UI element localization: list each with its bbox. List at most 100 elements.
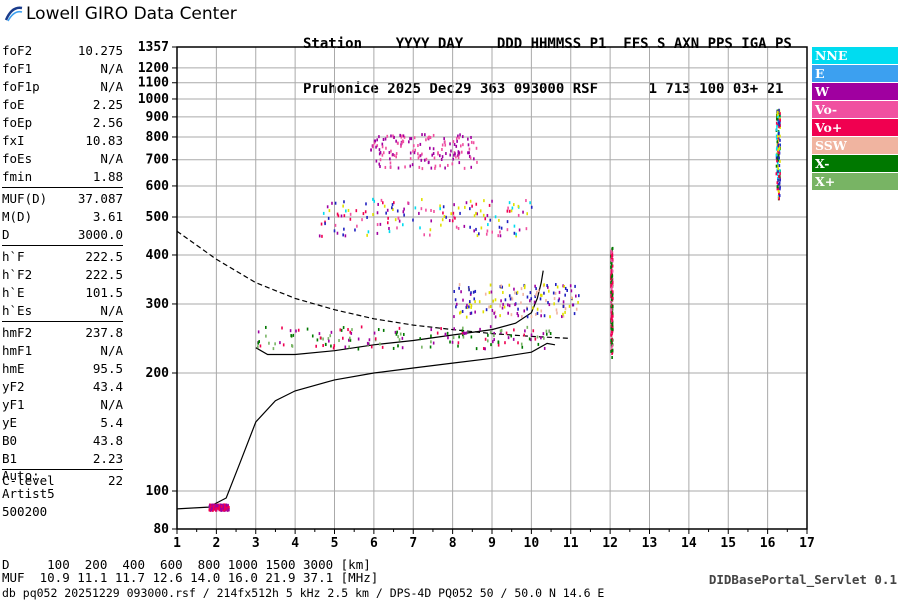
echo-point (532, 329, 535, 333)
echo-point (611, 327, 614, 331)
echo-point (543, 291, 545, 295)
echo-point (512, 203, 515, 207)
echo-point (375, 145, 377, 149)
echo-point (777, 170, 779, 174)
echo-point (553, 302, 555, 306)
echo-point (501, 285, 504, 289)
echo-point (473, 157, 475, 161)
echo-point (610, 269, 613, 273)
echo-point (778, 156, 780, 160)
echo-point (504, 298, 507, 302)
echo-point (386, 208, 389, 212)
echo-point (418, 211, 420, 215)
echo-point (511, 206, 514, 210)
echo-point (776, 113, 779, 117)
echo-point (354, 228, 356, 232)
echo-point (776, 155, 779, 159)
echo-point (409, 137, 411, 141)
param-label: C-level (2, 473, 55, 488)
echo-point (469, 156, 472, 160)
echo-point (440, 157, 443, 161)
echo-point (610, 285, 612, 289)
echo-point (444, 143, 447, 147)
echo-point (508, 283, 511, 287)
echo-point (434, 166, 436, 170)
echo-point (461, 328, 464, 332)
echo-point (432, 341, 435, 345)
echo-point (465, 201, 468, 205)
echo-point (412, 144, 415, 148)
echo-point (468, 288, 470, 292)
echo-point (402, 332, 405, 336)
echo-point (529, 291, 532, 295)
x-tick-label: 16 (760, 536, 776, 551)
echo-point (610, 259, 613, 263)
echo-point (779, 143, 781, 147)
echo-point (368, 338, 371, 342)
echo-point (384, 165, 387, 169)
echo-point (470, 291, 472, 295)
echo-point (306, 327, 309, 331)
echo-point (292, 333, 295, 337)
param-label: h`F2 (2, 267, 33, 282)
echo-point (347, 328, 349, 332)
echo-point (779, 125, 781, 129)
echo-point (421, 345, 423, 349)
echo-point (553, 297, 556, 301)
echo-point (507, 303, 509, 307)
echo-point (457, 341, 460, 345)
x-tick-label: 13 (642, 536, 658, 551)
echo-point (777, 131, 780, 135)
echo-point (501, 306, 504, 310)
echo-point (611, 290, 614, 294)
echo-point (469, 292, 472, 296)
echo-point (370, 345, 373, 349)
echo-point (390, 134, 392, 138)
echo-point (457, 344, 459, 348)
echo-point (520, 301, 522, 305)
echo-point (455, 155, 457, 159)
echo-point (468, 305, 470, 309)
echo-point (373, 141, 376, 145)
trace-line (255, 270, 544, 356)
param-value: 2.25 (92, 97, 123, 112)
echo-point (367, 342, 370, 346)
echo-point (482, 346, 485, 350)
echo-point (475, 227, 477, 231)
echo-point (441, 147, 443, 151)
echo-point (349, 212, 352, 216)
echo-point (469, 302, 471, 306)
echo-point (610, 290, 612, 294)
echo-point (528, 337, 531, 341)
echo-point (327, 337, 330, 341)
echo-point (220, 505, 222, 509)
echo-point (524, 284, 526, 288)
echo-point (777, 183, 779, 187)
param-value: 3000.0 (77, 227, 123, 242)
echo-point (343, 200, 345, 204)
echo-point (479, 327, 481, 331)
echo-point (494, 215, 497, 219)
echo-point (488, 291, 491, 295)
echo-point (487, 333, 489, 337)
echo-point (400, 144, 402, 148)
echo-point (514, 291, 516, 295)
echo-point (382, 328, 385, 332)
echo-point (225, 503, 228, 507)
echo-point (407, 201, 409, 205)
echo-point (490, 290, 493, 294)
echo-point (485, 308, 488, 312)
echo-point (521, 345, 524, 349)
echo-point (456, 139, 458, 143)
echo-point (520, 287, 523, 291)
echo-point (462, 298, 464, 302)
echo-point (610, 292, 613, 296)
echo-point (440, 327, 442, 331)
echo-point (779, 138, 781, 142)
echo-point (455, 136, 458, 140)
echo-point (282, 343, 285, 347)
echo-point (397, 166, 400, 170)
echo-point (394, 218, 397, 222)
echo-point (327, 216, 330, 220)
echo-point (779, 176, 781, 180)
